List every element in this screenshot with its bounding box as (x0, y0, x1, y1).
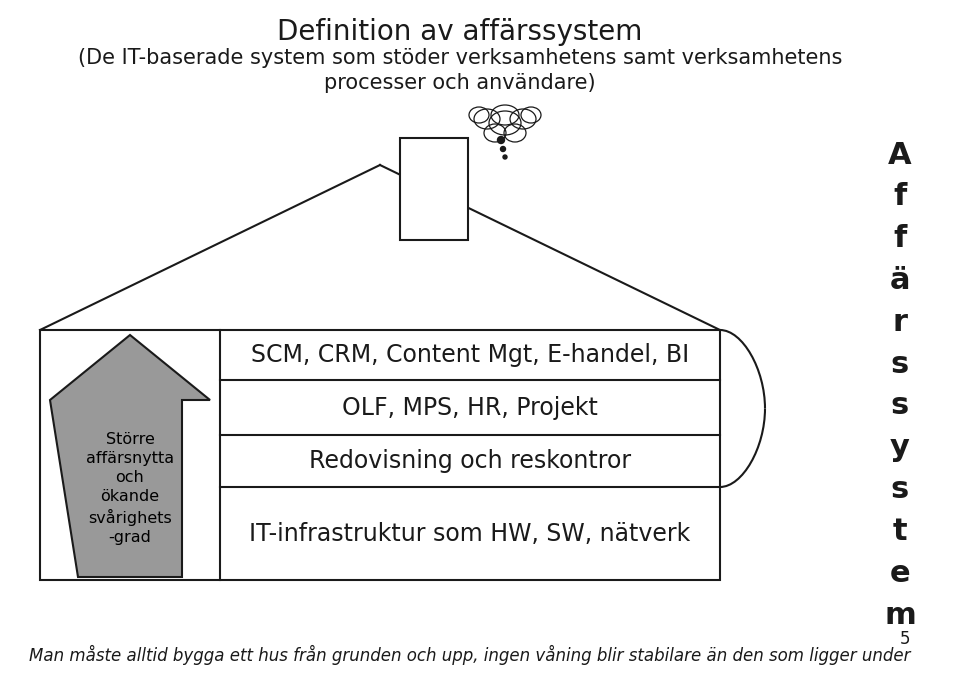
Ellipse shape (474, 109, 500, 129)
Text: IT-infrastruktur som HW, SW, nätverk: IT-infrastruktur som HW, SW, nätverk (250, 521, 690, 546)
Ellipse shape (521, 107, 541, 123)
Text: y: y (890, 433, 910, 462)
Bar (400, 138, 468, 240)
Text: 5: 5 (900, 630, 910, 648)
Circle shape (497, 137, 505, 143)
Ellipse shape (484, 124, 506, 142)
Ellipse shape (469, 107, 489, 123)
Text: s: s (891, 475, 909, 504)
Text: t: t (893, 517, 907, 546)
Text: m: m (884, 600, 916, 629)
Text: Definition av affärssystem: Definition av affärssystem (277, 18, 642, 46)
Text: Större
affärsnytta
och
ökande
svårighets
-grad: Större affärsnytta och ökande svårighets… (86, 432, 174, 546)
Text: (De IT-baserade system som stöder verksamhetens samt verksamhetens: (De IT-baserade system som stöder verksa… (78, 48, 842, 68)
Text: s: s (891, 349, 909, 379)
Text: Redovisning och reskontror: Redovisning och reskontror (309, 449, 631, 473)
Text: A: A (888, 141, 912, 170)
Text: e: e (890, 558, 910, 587)
Ellipse shape (491, 105, 519, 125)
Text: f: f (894, 183, 906, 212)
Ellipse shape (489, 111, 521, 135)
Text: Man måste alltid bygga ett hus från grunden och upp, ingen våning blir stabilare: Man måste alltid bygga ett hus från grun… (29, 645, 911, 665)
Text: SCM, CRM, Content Mgt, E-handel, BI: SCM, CRM, Content Mgt, E-handel, BI (251, 343, 689, 367)
Bar (40, 330, 720, 580)
Text: r: r (893, 308, 907, 337)
Text: s: s (891, 391, 909, 420)
Polygon shape (50, 335, 210, 577)
Text: OLF, MPS, HR, Projekt: OLF, MPS, HR, Projekt (342, 395, 598, 420)
Text: f: f (894, 224, 906, 253)
Ellipse shape (510, 109, 536, 129)
Text: processer och användare): processer och användare) (324, 73, 596, 93)
Circle shape (503, 155, 507, 159)
Circle shape (500, 147, 506, 151)
Ellipse shape (504, 124, 526, 142)
Text: ä: ä (890, 266, 910, 295)
